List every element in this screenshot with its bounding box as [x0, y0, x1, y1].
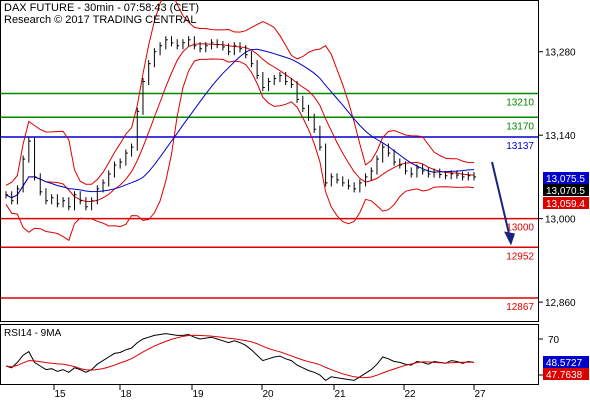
- moving-average: [5, 48, 475, 199]
- level-label-3: 13000: [506, 223, 534, 234]
- rsi-tick-label-0: 70: [548, 335, 560, 346]
- x-tick-label-6: 27: [474, 389, 486, 400]
- forecast-arrow-head: [504, 231, 515, 246]
- y-tick-label-0: 13,280: [545, 48, 576, 59]
- y-tick-label-2: 13,000: [545, 215, 576, 226]
- price-series-layer: [5, 36, 476, 211]
- level-label-5: 12867: [506, 302, 534, 313]
- lower-band: [5, 58, 475, 242]
- rsi-panel-frame: [0, 324, 539, 385]
- y-axis: 13,280 13,140 13,000 12,860 13,075.513,070.5…: [538, 48, 589, 309]
- x-tick-label-5: 22: [404, 389, 416, 400]
- price-badge-label-1: 13,070.5: [546, 186, 585, 197]
- price-panel-frame: [0, 0, 539, 322]
- rsi-badge-0: [543, 356, 589, 368]
- y-tick-label-3: 12,860: [545, 298, 576, 309]
- forecast-arrow-shaft: [491, 161, 510, 234]
- rsi-ma-line: [5, 334, 474, 379]
- rsi-title: RSI14 - 9MA: [4, 328, 62, 339]
- level-label-0: 13210: [506, 97, 534, 108]
- x-axis: 15 18 19 20 21 22 27: [53, 384, 486, 400]
- price-badge-0: [543, 172, 589, 184]
- x-tick-label-4: 21: [334, 389, 346, 400]
- rsi-badge-1: [543, 368, 589, 380]
- middle-band: [5, 43, 475, 202]
- bollinger-bands-layer: [5, 0, 475, 242]
- upper-band: [5, 0, 475, 186]
- levels-layer: 13210 13170 13137 13000 12952 12867: [1, 92, 538, 313]
- rsi-badge-label-1: 47.7638: [546, 370, 583, 381]
- price-badge-1: [543, 184, 589, 196]
- price-badge-2: [543, 197, 589, 209]
- x-tick-label-3: 20: [262, 389, 274, 400]
- rsi-badge-label-0: 48.5727: [546, 358, 583, 369]
- x-tick-label-0: 15: [54, 389, 66, 400]
- chart-header-title: DAX FUTURE - 30min - 07:58:43 (CET): [4, 2, 199, 14]
- level-label-2: 13137: [506, 141, 534, 152]
- x-tick-label-1: 18: [120, 389, 132, 400]
- y-tick-label-1: 13,140: [545, 131, 576, 142]
- price-badge-label-2: 13,059.4: [546, 199, 585, 210]
- price-badge-label-0: 13,075.5: [546, 174, 585, 185]
- forecast-arrow-layer: [491, 161, 515, 246]
- level-label-1: 13170: [506, 121, 534, 132]
- rsi-line: [5, 333, 475, 382]
- chart-header-copyright: Research © 2017 TRADING CENTRAL: [4, 14, 197, 26]
- level-label-4: 12952: [506, 251, 534, 262]
- x-tick-label-2: 19: [192, 389, 204, 400]
